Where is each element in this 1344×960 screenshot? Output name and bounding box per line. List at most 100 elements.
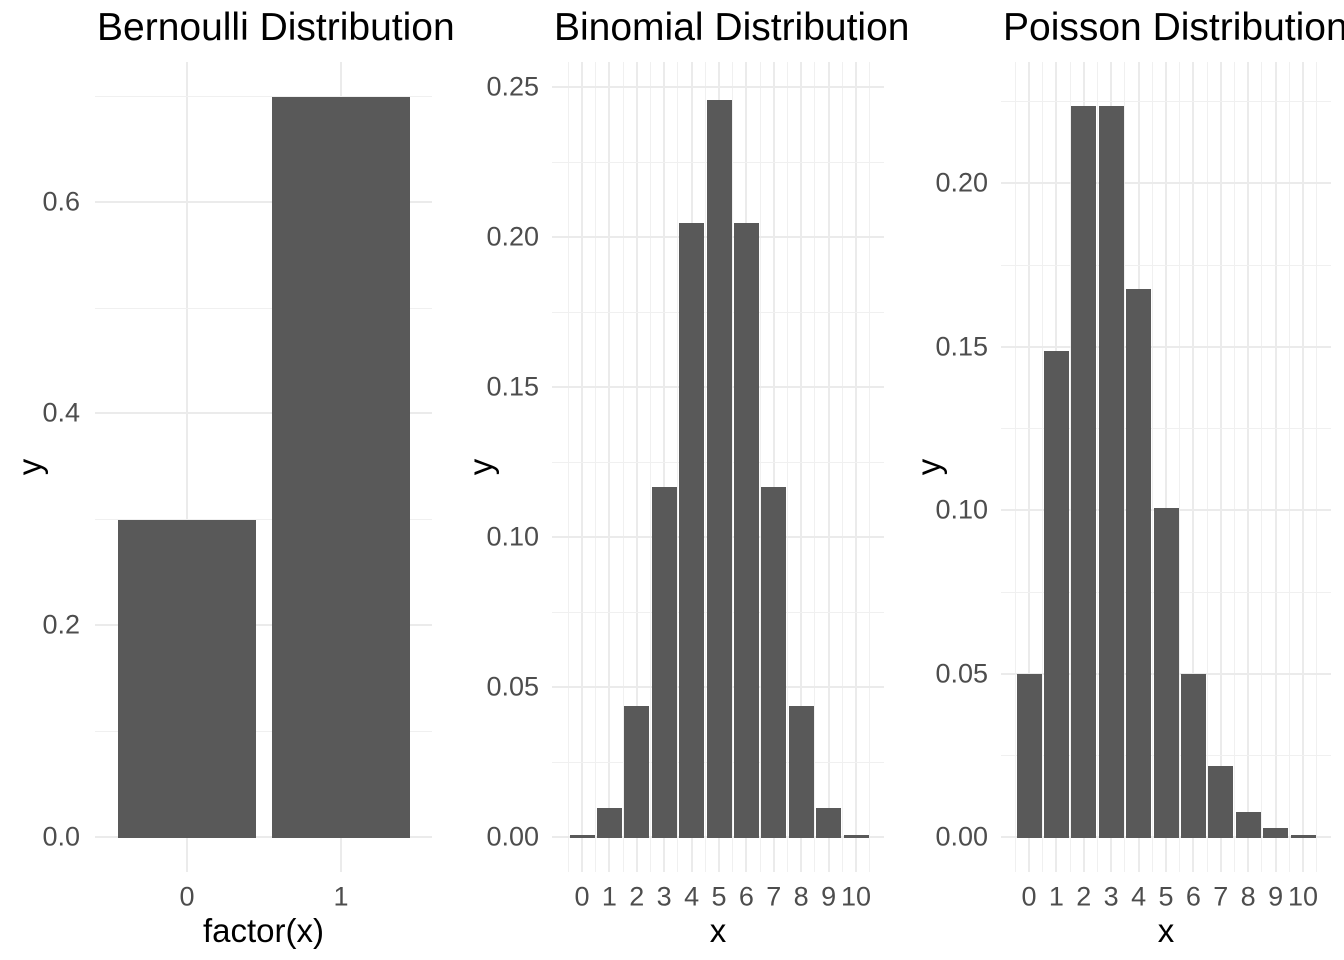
x-tick-label: 5 — [1158, 881, 1174, 912]
gridline-minor-v — [1097, 62, 1098, 872]
x-tick-label: 0 — [574, 881, 590, 912]
gridline-minor-v — [814, 62, 816, 872]
x-axis-title: x — [1157, 912, 1175, 949]
bar — [1208, 766, 1233, 838]
gridline-minor-v — [567, 62, 569, 872]
x-tick-label: 8 — [793, 881, 809, 912]
gridline-minor-v — [787, 62, 788, 872]
gridline-minor-v — [732, 62, 734, 872]
y-tick-label: 0.05 — [935, 658, 988, 689]
y-tick-label: 0.2 — [42, 609, 80, 640]
x-tick-label: 1 — [1048, 881, 1064, 912]
x-tick-label: 0 — [1021, 881, 1037, 912]
y-tick-label: 0.15 — [935, 331, 988, 362]
gridline-major-v — [581, 62, 583, 872]
x-tick-label: 6 — [738, 881, 754, 912]
x-tick-label: 8 — [1240, 881, 1256, 912]
bar — [844, 835, 869, 838]
gridline-minor-v — [1261, 62, 1263, 872]
gridline-major-v — [855, 62, 857, 872]
x-tick-label: 9 — [821, 881, 837, 912]
bar — [816, 808, 841, 838]
x-axis-title: factor(x) — [202, 912, 325, 949]
gridline-minor-h — [95, 519, 432, 520]
gridline-minor-v — [1234, 62, 1235, 872]
x-tick-label: 9 — [1268, 881, 1284, 912]
x-tick-label: 2 — [629, 881, 645, 912]
bar — [272, 97, 410, 838]
bar — [1017, 674, 1042, 838]
gridline-minor-h — [1001, 101, 1331, 102]
gridline-minor-v — [1124, 62, 1126, 872]
x-tick-label: 7 — [1213, 881, 1229, 912]
plot-title: Binomial Distribution — [554, 6, 910, 49]
gridline-minor-v — [1042, 62, 1044, 872]
y-tick-label: 0.4 — [42, 397, 80, 428]
gridline-major-v — [772, 62, 775, 872]
bar — [597, 808, 622, 838]
x-tick-label: 3 — [656, 881, 672, 912]
y-tick-label: 0.20 — [935, 167, 988, 198]
gridline-major-h — [552, 86, 884, 88]
gridline-minor-v — [650, 62, 651, 872]
gridline-minor-v — [595, 62, 597, 872]
bar — [761, 487, 786, 838]
y-tick-label: 0.00 — [486, 821, 539, 852]
gridline-major-h — [1001, 182, 1331, 184]
y-tick-label: 0.10 — [486, 521, 539, 552]
gridline-minor-h — [1001, 428, 1331, 429]
bar — [789, 706, 814, 838]
bar — [1291, 835, 1316, 838]
gridline-minor-h — [95, 731, 432, 732]
gridline-minor-v — [622, 62, 624, 872]
gridline-major-h — [95, 201, 432, 203]
gridline-minor-v — [869, 62, 871, 872]
bar — [1236, 812, 1261, 838]
gridline-minor-v — [1288, 62, 1290, 872]
bar — [1044, 351, 1069, 838]
x-tick-label: 2 — [1076, 881, 1092, 912]
gridline-major-v — [827, 62, 830, 872]
gridline-minor-h — [95, 96, 432, 97]
x-tick-label: 1 — [601, 881, 617, 912]
plot-title: Bernoulli Distribution — [97, 6, 455, 49]
x-tick-label: 10 — [1287, 881, 1319, 912]
y-axis-title: y — [910, 458, 947, 476]
gridline-major-h — [1001, 346, 1331, 348]
gridline-minor-v — [1316, 62, 1318, 872]
gridline-major-v — [1165, 62, 1167, 872]
bar — [570, 835, 595, 838]
gridline-minor-v — [1151, 62, 1153, 872]
gridline-major-v — [186, 62, 188, 872]
x-tick-label: 7 — [766, 881, 782, 912]
x-tick-label: 10 — [840, 881, 872, 912]
x-tick-label: 4 — [684, 881, 700, 912]
gridline-major-v — [1274, 62, 1277, 872]
bar — [1071, 106, 1096, 838]
gridline-major-v — [800, 62, 803, 872]
gridline-minor-v — [1179, 62, 1181, 872]
gridline-major-v — [1192, 62, 1195, 872]
gridline-minor-h — [1001, 265, 1331, 266]
x-axis-title: x — [709, 912, 727, 949]
y-tick-label: 0.6 — [42, 186, 80, 217]
bar — [118, 520, 256, 838]
y-tick-label: 0.0 — [42, 821, 80, 852]
gridline-major-h — [95, 624, 432, 626]
gridline-major-v — [663, 62, 666, 872]
bar — [707, 100, 732, 838]
gridline-major-v — [635, 62, 638, 872]
bar — [734, 223, 759, 838]
gridline-minor-v — [759, 62, 761, 872]
y-tick-label: 0.25 — [486, 71, 539, 102]
gridline-major-v — [1219, 62, 1222, 872]
gridline-minor-v — [704, 62, 706, 872]
bar — [1263, 828, 1288, 838]
gridline-major-v — [1302, 62, 1304, 872]
x-tick-label: 6 — [1185, 881, 1201, 912]
y-tick-label: 0.15 — [486, 371, 539, 402]
gridline-minor-h — [95, 308, 432, 309]
